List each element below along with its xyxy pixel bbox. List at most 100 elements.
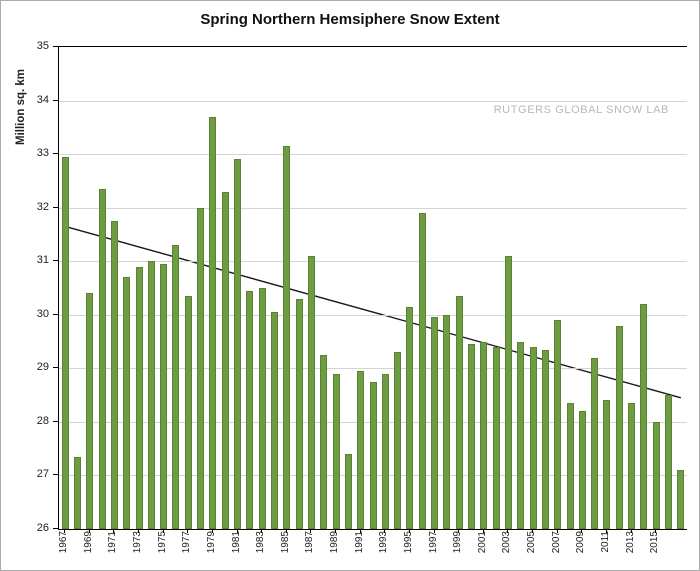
y-tick-mark xyxy=(53,367,58,369)
gridline xyxy=(59,154,687,156)
x-tick-label: 2009 xyxy=(575,531,587,554)
bar-1981 xyxy=(234,159,242,529)
y-tick-mark xyxy=(53,153,58,155)
bar-1995 xyxy=(406,306,414,529)
bar-1984 xyxy=(270,312,278,529)
y-tick-label: 31 xyxy=(36,254,49,267)
bar-1996 xyxy=(418,213,426,529)
x-tick-label: 1995 xyxy=(402,531,414,554)
x-tick-mark xyxy=(88,529,90,533)
x-tick-mark xyxy=(359,529,361,533)
bar-1976 xyxy=(172,245,180,529)
x-tick-label: 1973 xyxy=(132,531,144,554)
bar-1985 xyxy=(283,146,291,529)
x-tick-mark xyxy=(138,529,140,533)
x-tick-mark xyxy=(236,529,238,533)
bar-1983 xyxy=(258,288,266,529)
bar-2010 xyxy=(591,357,599,529)
x-tick-mark xyxy=(113,529,115,533)
bar-2013 xyxy=(628,403,636,529)
y-tick-label: 28 xyxy=(36,414,49,427)
bar-1982 xyxy=(246,290,254,529)
bar-2003 xyxy=(504,255,512,529)
y-tick-mark xyxy=(53,260,58,262)
y-tick-label: 30 xyxy=(36,307,49,320)
y-tick-label: 26 xyxy=(36,522,49,534)
bar-1970 xyxy=(98,188,106,529)
gridline xyxy=(59,261,687,263)
bar-2011 xyxy=(603,400,611,529)
bar-1998 xyxy=(443,314,451,529)
x-tick-label: 2015 xyxy=(649,531,661,554)
bar-1967 xyxy=(61,156,69,529)
x-tick-label: 2001 xyxy=(476,531,488,554)
y-tick-mark xyxy=(53,474,58,476)
bar-2000 xyxy=(468,344,475,529)
x-tick-mark xyxy=(507,529,509,533)
x-tick-mark xyxy=(581,529,583,533)
y-tick-label: 33 xyxy=(36,147,49,160)
x-tick-mark xyxy=(458,529,460,533)
x-tick-mark xyxy=(261,529,263,533)
x-tick-label: 1997 xyxy=(427,531,439,554)
x-tick-mark xyxy=(211,529,213,533)
x-tick-label: 1983 xyxy=(255,531,267,554)
y-tick-mark xyxy=(53,313,58,315)
bar-2015 xyxy=(652,421,660,529)
watermark: RUTGERS GLOBAL SNOW LAB xyxy=(493,104,669,116)
gridline xyxy=(59,368,687,370)
bar-1968 xyxy=(73,456,81,529)
x-tick-label: 2011 xyxy=(599,531,611,553)
x-tick-label: 1999 xyxy=(452,531,464,554)
x-tick-mark xyxy=(408,529,410,533)
bar-1972 xyxy=(123,277,131,529)
bar-1991 xyxy=(357,371,365,529)
x-tick-label: 1977 xyxy=(181,531,193,554)
y-tick-label: 32 xyxy=(36,200,49,213)
x-tick-label: 2007 xyxy=(550,531,562,554)
y-tick-mark xyxy=(53,46,58,47)
x-tick-mark xyxy=(335,529,337,533)
x-tick-label: 1993 xyxy=(378,531,390,554)
bar-2008 xyxy=(566,403,574,529)
y-tick-label: 29 xyxy=(36,361,49,374)
bar-2017 xyxy=(677,470,685,529)
bar-1997 xyxy=(431,317,439,529)
bar-2016 xyxy=(665,395,673,529)
x-tick-mark xyxy=(310,529,312,533)
bar-2012 xyxy=(615,325,623,529)
plot-area xyxy=(58,46,687,530)
x-tick-label: 1967 xyxy=(58,531,70,554)
bar-1989 xyxy=(332,373,340,529)
x-tick-label: 2005 xyxy=(526,531,538,554)
bar-1979 xyxy=(209,116,217,529)
bar-1988 xyxy=(320,354,328,529)
y-tick-mark xyxy=(53,206,58,208)
bar-1987 xyxy=(307,255,315,529)
y-tick-mark xyxy=(53,528,58,529)
x-tick-label: 1991 xyxy=(353,531,365,554)
x-tick-mark xyxy=(482,529,484,533)
bar-2009 xyxy=(578,411,586,529)
y-tick-label: 34 xyxy=(36,93,49,106)
bar-2004 xyxy=(517,341,525,529)
chart-title: Spring Northern Hemsiphere Snow Extent xyxy=(200,11,500,28)
bar-1980 xyxy=(221,191,229,529)
x-tick-mark xyxy=(433,529,435,533)
x-tick-mark xyxy=(285,529,287,533)
x-tick-label: 1979 xyxy=(205,531,217,554)
x-tick-label: 1981 xyxy=(230,531,242,554)
x-tick-label: 1971 xyxy=(107,531,119,554)
bar-2007 xyxy=(554,320,562,529)
x-tick-mark xyxy=(187,529,189,533)
gridline xyxy=(59,207,687,209)
bar-1986 xyxy=(295,298,303,529)
bar-1999 xyxy=(455,296,463,529)
x-tick-label: 1975 xyxy=(156,531,168,554)
x-tick-mark xyxy=(630,529,632,533)
x-tick-mark xyxy=(532,529,534,533)
bar-1977 xyxy=(184,296,192,529)
bar-1975 xyxy=(160,263,168,529)
y-tick-label: 27 xyxy=(36,468,49,481)
